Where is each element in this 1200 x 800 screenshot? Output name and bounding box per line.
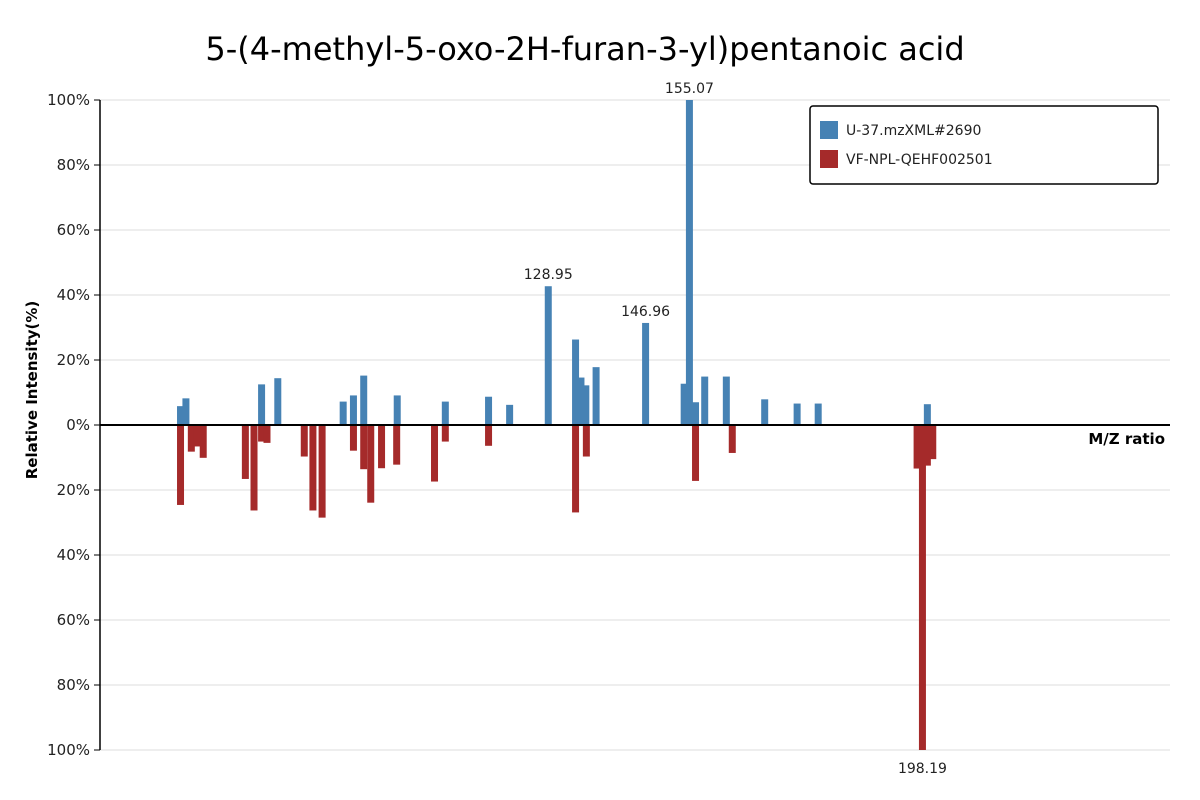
y-tick-label: 40%	[57, 286, 90, 304]
reference-peak-bar	[187, 425, 195, 452]
reference-peak-bar	[177, 425, 185, 505]
sample-peak-bar	[360, 375, 368, 425]
reference-peak-bar	[250, 425, 258, 511]
y-tick-label: 80%	[57, 156, 90, 174]
peak-labels: 128.95 146.96 155.07 198.19	[524, 81, 947, 777]
sample-peak-bar	[544, 286, 552, 425]
reference-peak-bar	[918, 425, 926, 750]
legend: U-37.mzXML#2690 VF-NPL-QEHF002501	[809, 105, 1159, 185]
y-tick-label: 20%	[57, 481, 90, 499]
reference-peak-bar	[572, 425, 580, 513]
reference-peak-bar	[485, 425, 493, 446]
sample-peak-bar	[177, 406, 185, 425]
sample-peak-bar	[722, 376, 730, 425]
sample-peak-bar	[685, 100, 693, 425]
reference-peak-bar	[300, 425, 308, 457]
sample-peak-bar	[814, 403, 822, 425]
reference-peak-bar	[258, 425, 266, 442]
sample-peak-bar	[793, 403, 801, 425]
sample-peak-bar	[339, 401, 347, 425]
bars	[177, 100, 937, 750]
peak-label: 198.19	[898, 761, 947, 777]
peak-label: 128.95	[524, 267, 573, 283]
y-tick-label: 100%	[47, 741, 90, 759]
sample-peak-bar	[349, 395, 357, 425]
reference-peak-bar	[309, 425, 317, 511]
x-axis-title: M/Z ratio	[1088, 430, 1165, 448]
y-tick-label: 80%	[57, 676, 90, 694]
reference-peak-bar	[393, 425, 401, 465]
sample-peak-bar	[592, 367, 600, 425]
sample-peak-bar	[393, 395, 401, 425]
reference-peak-bar	[367, 425, 375, 503]
sample-peak-bar	[441, 401, 449, 425]
reference-peak-bar	[929, 425, 937, 460]
sample-peak-bar	[582, 385, 590, 425]
sample-peak-bar	[701, 376, 709, 425]
reference-peak-bar	[199, 425, 207, 458]
chart-title: 5-(4-methyl-5-oxo-2H-furan-3-yl)pentanoi…	[205, 30, 964, 68]
reference-peak-bar	[728, 425, 736, 453]
sample-peak-bar	[182, 398, 190, 425]
sample-peak-bar	[761, 399, 769, 425]
sample-peak-bar	[258, 384, 266, 425]
reference-peak-bar	[582, 425, 590, 457]
sample-peak-bar	[642, 322, 650, 425]
y-axis-ticks: 100% 80% 60% 40% 20% 0% 20% 40% 60% 80% 100%	[47, 91, 100, 759]
sample-peak-bar	[692, 402, 700, 425]
y-tick-label: 60%	[57, 611, 90, 629]
reference-peak-bar	[318, 425, 326, 518]
axes	[99, 100, 1170, 750]
legend-swatch-series-2	[820, 150, 838, 168]
reference-peak-bar	[923, 425, 931, 466]
sample-peak-bar	[485, 396, 493, 425]
legend-label-series-1: U-37.mzXML#2690	[846, 123, 981, 139]
legend-box	[809, 105, 1159, 185]
reference-peak-bar	[241, 425, 249, 479]
peak-label: 155.07	[665, 81, 714, 97]
reference-peak-bar	[692, 425, 700, 481]
reference-peak-bar	[193, 425, 201, 447]
y-tick-label: 40%	[57, 546, 90, 564]
reference-peak-bar	[378, 425, 386, 469]
y-tick-label: 100%	[47, 91, 90, 109]
reference-peak-bar	[263, 425, 271, 443]
sample-peak-bar	[572, 339, 580, 425]
grid-lines	[100, 99, 1170, 751]
peak-label: 146.96	[621, 304, 670, 320]
legend-label-series-2: VF-NPL-QEHF002501	[846, 152, 993, 168]
reference-peak-bar	[913, 425, 921, 469]
y-tick-label: 0%	[66, 416, 90, 434]
reference-peak-bar	[431, 425, 439, 482]
reference-peak-bar	[360, 425, 368, 470]
y-tick-label: 60%	[57, 221, 90, 239]
reference-peak-bar	[349, 425, 357, 451]
reference-peak-bar	[441, 425, 449, 442]
sample-peak-bar	[577, 377, 585, 425]
y-tick-label: 20%	[57, 351, 90, 369]
sample-peak-bar	[506, 404, 514, 425]
sample-peak-bar	[680, 383, 688, 425]
y-axis-title: Relative Intensity(%)	[23, 301, 41, 480]
legend-swatch-series-1	[820, 121, 838, 139]
sample-peak-bar	[923, 404, 931, 425]
sample-peak-bar	[274, 378, 282, 425]
